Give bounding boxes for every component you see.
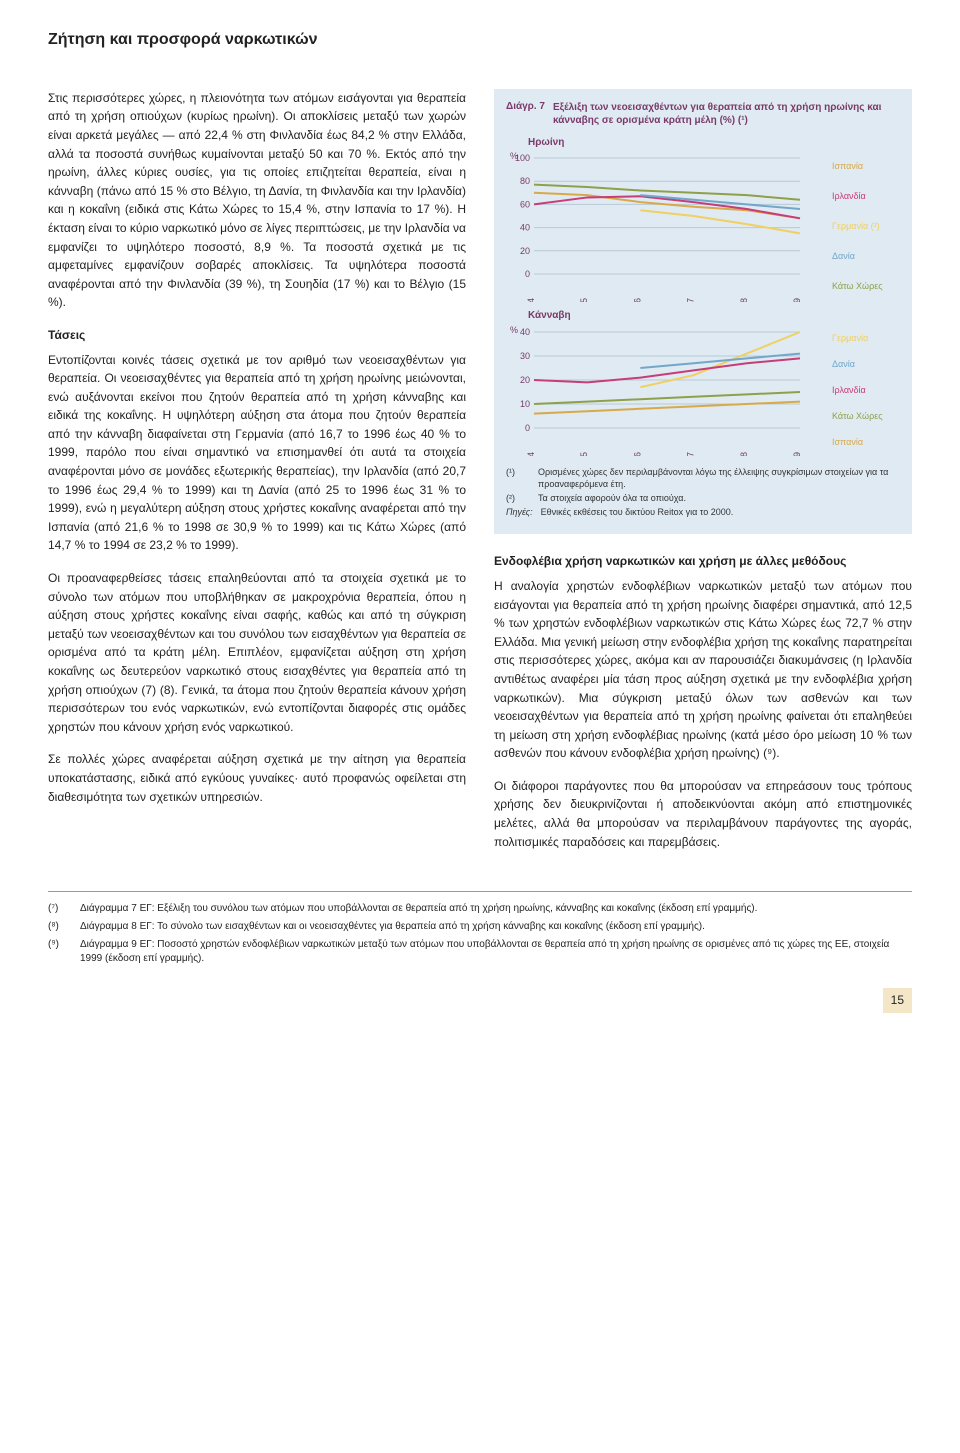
svg-text:20: 20 xyxy=(520,246,530,256)
chart-cannabis-svg: 0 10 20 30 40 1994 1995 1996 1997 1998 1999 xyxy=(506,326,806,456)
y-unit-cannabis: % xyxy=(510,324,518,338)
svg-text:20: 20 xyxy=(520,375,530,385)
svg-text:0: 0 xyxy=(525,423,530,433)
page-number: 15 xyxy=(883,988,912,1013)
right-column: Διάγρ. 7 Εξέλιξη των νεοεισαχθέντων για … xyxy=(494,89,912,865)
svg-text:1995: 1995 xyxy=(579,452,589,456)
note-src-key: Πηγές: xyxy=(506,506,533,518)
svg-text:1998: 1998 xyxy=(739,452,749,456)
para-trends-1: Εντοπίζονται κοινές τάσεις σχετικά με το… xyxy=(48,351,466,556)
heading-trends: Τάσεις xyxy=(48,326,466,345)
legend-heroin: Ισπανία Ιρλανδία Γερμανία (²) Δανία Κάτω Χώρ… xyxy=(826,152,900,302)
svg-text:1997: 1997 xyxy=(686,298,696,302)
svg-text:1996: 1996 xyxy=(632,452,642,456)
legend-item: Δανία xyxy=(832,360,900,370)
fn-9-key: (⁹) xyxy=(48,938,70,966)
note-2-key: (²) xyxy=(506,492,530,504)
chart-title: Εξέλιξη των νεοεισαχθέντων για θεραπεία … xyxy=(553,101,900,127)
para-trends-3: Σε πολλές χώρες αναφέρεται αύξηση σχετικ… xyxy=(48,750,466,806)
two-column-layout: Στις περισσότερες χώρες, η πλειονότητα τ… xyxy=(48,89,912,865)
note-src-text: Εθνικές εκθέσεις του δικτύου Reitox για … xyxy=(541,506,734,518)
note-1-key: (¹) xyxy=(506,466,530,490)
legend-item: Ισπανία xyxy=(832,162,900,172)
fn-8-text: Διάγραμμα 8 ΕΓ: Το σύνολο των εισαχθέντω… xyxy=(80,920,705,934)
legend-item: Γερμανία xyxy=(832,334,900,344)
svg-text:40: 40 xyxy=(520,327,530,337)
legend-cannabis: Γερμανία Δανία Ιρλανδία Κάτω Χώρες Ισπανία xyxy=(826,326,900,456)
svg-text:1998: 1998 xyxy=(739,298,749,302)
fn-9-text: Διάγραμμα 9 ΕΓ: Ποσοστό χρηστών ενδοφλέβ… xyxy=(80,938,912,966)
note-2-text: Τα στοιχεία αφορούν όλα τα οπιούχα. xyxy=(538,492,686,504)
fn-8-key: (⁸) xyxy=(48,920,70,934)
chart-tag: Διάγρ. 7 xyxy=(506,101,545,127)
svg-text:1997: 1997 xyxy=(686,452,696,456)
legend-item: Ισπανία xyxy=(832,438,900,448)
chart-heroin-svg: 020406080100199419951996199719981999 xyxy=(506,152,806,302)
svg-text:1995: 1995 xyxy=(579,298,589,302)
heading-iv: Ενδοφλέβια χρήση ναρκωτικών και χρήση με… xyxy=(494,552,912,571)
svg-text:40: 40 xyxy=(520,223,530,233)
para-trends-2: Οι προαναφερθείσες τάσεις επαληθεύονται … xyxy=(48,569,466,736)
legend-item: Ιρλανδία xyxy=(832,192,900,202)
svg-text:1996: 1996 xyxy=(632,298,642,302)
svg-text:30: 30 xyxy=(520,351,530,361)
y-unit-heroin: % xyxy=(510,150,518,164)
legend-item: Γερμανία (²) xyxy=(832,222,900,232)
fn-7-key: (⁷) xyxy=(48,902,70,916)
svg-text:1994: 1994 xyxy=(526,452,536,456)
para-intro: Στις περισσότερες χώρες, η πλειονότητα τ… xyxy=(48,89,466,312)
para-iv-2: Οι διάφοροι παράγοντες που θα μπορούσαν … xyxy=(494,777,912,851)
legend-item: Κάτω Χώρες xyxy=(832,412,900,422)
svg-text:1999: 1999 xyxy=(792,452,802,456)
svg-text:0: 0 xyxy=(525,269,530,279)
fn-7-text: Διάγραμμα 7 ΕΓ: Εξέλιξη του συνόλου των … xyxy=(80,902,757,916)
chart-figure-7: Διάγρ. 7 Εξέλιξη των νεοεισαχθέντων για … xyxy=(494,89,912,535)
legend-item: Κάτω Χώρες xyxy=(832,282,900,292)
svg-text:1999: 1999 xyxy=(792,298,802,302)
svg-text:60: 60 xyxy=(520,200,530,210)
footnotes: (⁷) Διάγραμμα 7 ΕΓ: Εξέλιξη του συνόλου … xyxy=(48,891,912,966)
left-column: Στις περισσότερες χώρες, η πλειονότητα τ… xyxy=(48,89,466,865)
page-title: Ζήτηση και προσφορά ναρκωτικών xyxy=(48,28,912,53)
svg-text:1994: 1994 xyxy=(526,298,536,302)
chart-notes: (¹) Ορισμένες χώρες δεν περιλαμβάνονται … xyxy=(506,466,900,519)
para-iv-1: Η αναλογία χρηστών ενδοφλέβιων ναρκωτικώ… xyxy=(494,577,912,763)
subchart-heroin-label: Ηρωίνη xyxy=(528,135,900,151)
subchart-cannabis-label: Κάνναβη xyxy=(528,308,900,324)
note-1-text: Ορισμένες χώρες δεν περιλαμβάνονται λόγω… xyxy=(538,466,900,490)
svg-text:80: 80 xyxy=(520,176,530,186)
legend-item: Ιρλανδία xyxy=(832,386,900,396)
svg-text:10: 10 xyxy=(520,399,530,409)
legend-item: Δανία xyxy=(832,252,900,262)
